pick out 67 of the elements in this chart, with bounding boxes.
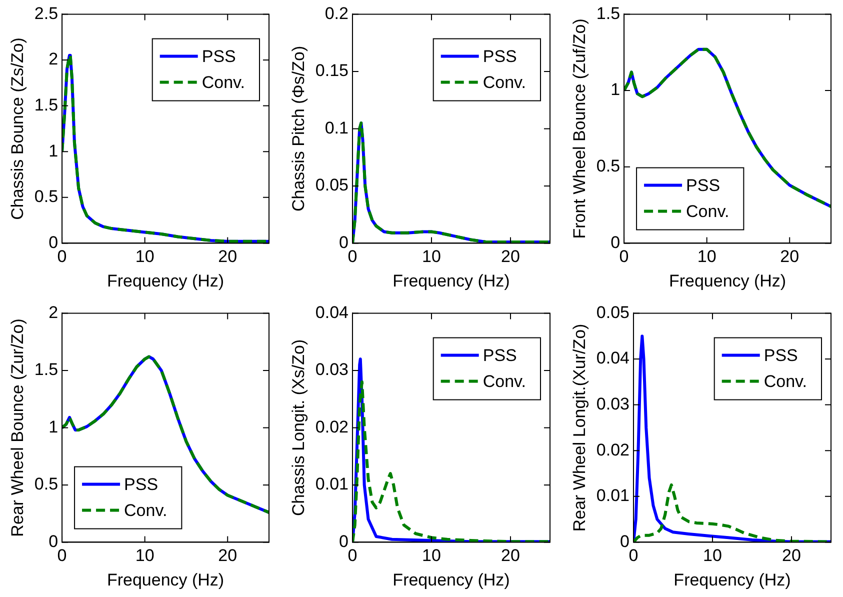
- y-axis-title: Chassis Longit. (Xs/Zo): [288, 339, 308, 516]
- y-tick-label: 0: [339, 532, 348, 551]
- legend-label: PSS: [124, 474, 158, 494]
- x-tick-label: 20: [501, 546, 520, 566]
- legend-label: Conv.: [482, 372, 526, 391]
- y-tick-label: 0: [610, 232, 620, 252]
- x-tick-label: 20: [782, 546, 801, 566]
- y-tick-label: 0: [48, 232, 58, 252]
- y-tick-label: 0: [48, 532, 58, 551]
- y-tick-label: 2: [48, 50, 58, 69]
- x-tick-label: 10: [697, 247, 716, 266]
- y-axis-title: Chassis Pitch (Φs/Zo): [288, 46, 308, 212]
- x-axis-title: Frequency (Hz): [392, 570, 510, 590]
- x-axis-title: Frequency (Hz): [392, 271, 510, 290]
- y-tick-label: 0: [339, 232, 348, 252]
- y-tick-label: 0.2: [324, 4, 348, 23]
- legend-label: Conv.: [124, 500, 168, 520]
- y-tick-label: 2: [48, 302, 58, 322]
- y-tick-label: 0.5: [34, 187, 58, 206]
- y-tick-label: 0.04: [596, 348, 630, 368]
- x-axis-title: Frequency (Hz): [674, 570, 791, 590]
- y-tick-label: 0.03: [596, 394, 630, 414]
- legend-label: PSS: [202, 46, 236, 66]
- x-axis-title: Frequency (Hz): [106, 271, 224, 290]
- y-axis-title: Rear Wheel Bounce (Zur/Zo): [8, 318, 27, 537]
- y-tick-label: 0.04: [315, 302, 348, 322]
- x-tick-label: 10: [422, 247, 441, 266]
- y-tick-label: 0.5: [596, 156, 620, 176]
- y-tick-label: 0.1: [324, 118, 348, 138]
- y-tick-label: 0.02: [315, 417, 348, 436]
- y-tick-label: 0.01: [596, 486, 630, 506]
- x-tick-label: 20: [501, 247, 520, 266]
- legend-label: Conv.: [764, 372, 808, 391]
- x-tick-label: 20: [780, 247, 800, 266]
- legend-label: PSS: [764, 346, 798, 365]
- x-tick-label: 20: [218, 247, 238, 266]
- x-tick-label: 10: [422, 546, 441, 566]
- legend-label: Conv.: [686, 202, 730, 221]
- y-tick-label: 0.05: [596, 302, 630, 322]
- y-axis-title: Rear Wheel Longit.(Xur/Zo): [570, 324, 589, 532]
- y-tick-label: 0.01: [315, 474, 348, 494]
- y-tick-label: 1: [48, 417, 58, 436]
- x-tick-label: 10: [135, 546, 154, 566]
- y-tick-label: 1.5: [34, 360, 58, 380]
- y-tick-label: 1.5: [596, 4, 620, 23]
- x-tick-label: 10: [135, 247, 154, 266]
- y-tick-label: 0.03: [315, 360, 348, 380]
- legend-label: Conv.: [202, 72, 246, 92]
- x-axis-title: Frequency (Hz): [106, 570, 224, 590]
- y-axis-title: Chassis Bounce (Zs/Zo): [8, 38, 27, 220]
- y-tick-label: 0.02: [596, 440, 630, 460]
- y-tick-label: 1.5: [34, 95, 58, 114]
- legend-label: PSS: [482, 46, 517, 66]
- y-tick-label: 2.5: [34, 4, 58, 23]
- y-tick-label: 0.05: [315, 176, 348, 195]
- legend-label: PSS: [482, 346, 517, 365]
- y-axis-title: Front Wheel Bounce (Zuf/Zo): [570, 18, 589, 239]
- y-tick-label: 0: [620, 532, 630, 551]
- y-tick-label: 0.5: [34, 474, 58, 494]
- x-axis-title: Frequency (Hz): [668, 271, 786, 290]
- y-tick-label: 0.15: [315, 61, 348, 80]
- y-tick-label: 1: [48, 141, 58, 160]
- legend-label: PSS: [686, 176, 720, 195]
- x-tick-label: 10: [703, 546, 722, 566]
- x-tick-label: 20: [218, 546, 238, 566]
- y-tick-label: 1: [610, 80, 620, 100]
- legend-label: Conv.: [482, 72, 526, 92]
